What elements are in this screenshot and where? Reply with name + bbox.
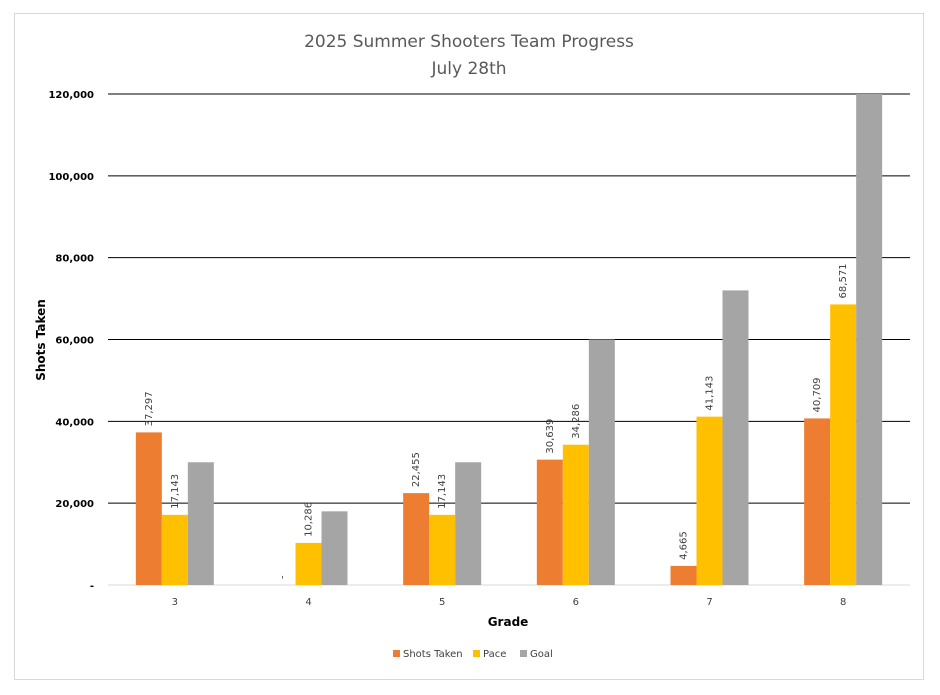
data-label: 10,286 bbox=[304, 502, 315, 537]
legend-entry: Shots Taken bbox=[403, 649, 463, 660]
x-tick-label: 7 bbox=[706, 597, 712, 608]
chart-title: 2025 Summer Shooters Team Progress bbox=[304, 32, 634, 52]
x-tick-label: 5 bbox=[439, 597, 445, 608]
legend-swatch bbox=[393, 650, 400, 657]
bar bbox=[429, 514, 456, 585]
x-tick-label: 3 bbox=[172, 597, 178, 608]
chart-subtitle: July 28th bbox=[430, 59, 506, 79]
bar bbox=[830, 304, 857, 585]
y-tick-label: 120,000 bbox=[48, 90, 94, 101]
y-axis-label: Shots Taken bbox=[34, 299, 48, 381]
bar bbox=[455, 462, 482, 585]
x-tick-label: 8 bbox=[840, 597, 846, 608]
bar bbox=[321, 511, 348, 585]
data-label: 30,639 bbox=[545, 419, 556, 454]
bar bbox=[588, 339, 615, 585]
y-tick-label: 40,000 bbox=[55, 417, 94, 428]
legend: Shots Taken Pace Goal bbox=[393, 649, 553, 660]
data-label: 40,709 bbox=[812, 377, 823, 412]
x-axis-ticks: 3 4 5 6 7 8 bbox=[172, 597, 847, 608]
y-tick-label: - bbox=[90, 581, 94, 592]
legend-entry: Goal bbox=[530, 649, 553, 660]
bar bbox=[295, 542, 322, 585]
legend-entry: Pace bbox=[483, 649, 506, 660]
bar bbox=[856, 94, 883, 585]
bar bbox=[187, 462, 214, 585]
legend-swatch bbox=[473, 650, 480, 657]
y-tick-label: 60,000 bbox=[55, 336, 94, 347]
data-label: 34,286 bbox=[571, 404, 582, 439]
x-axis-label: Grade bbox=[488, 615, 529, 629]
legend-swatch bbox=[520, 650, 527, 657]
y-tick-label: 20,000 bbox=[55, 499, 94, 510]
y-axis-ticks: - 20,000 40,000 60,000 80,000 100,000 120,000 bbox=[48, 90, 94, 592]
data-label: 68,571 bbox=[838, 263, 849, 298]
bar bbox=[135, 432, 162, 585]
data-label: - bbox=[278, 575, 289, 579]
data-label: 41,143 bbox=[705, 376, 716, 411]
y-tick-label: 80,000 bbox=[55, 254, 94, 265]
data-labels: 37,297 17,143 - 10,286 22,455 17,143 30,639 34,… bbox=[144, 263, 849, 579]
bar bbox=[403, 493, 430, 585]
gridlines bbox=[108, 93, 910, 586]
chart-frame bbox=[14, 13, 924, 680]
bar bbox=[696, 416, 723, 585]
bars bbox=[135, 94, 883, 585]
data-label: 22,455 bbox=[411, 452, 422, 487]
bar bbox=[804, 418, 831, 585]
bar bbox=[670, 565, 697, 585]
bar bbox=[536, 459, 563, 585]
bar bbox=[562, 444, 589, 585]
data-label: 17,143 bbox=[437, 474, 448, 509]
x-tick-label: 6 bbox=[573, 597, 579, 608]
data-label: 17,143 bbox=[170, 474, 181, 509]
y-tick-label: 100,000 bbox=[48, 172, 94, 183]
bar bbox=[161, 514, 188, 585]
bar bbox=[722, 290, 749, 585]
data-label: 4,665 bbox=[679, 531, 690, 560]
data-label: 37,297 bbox=[144, 391, 155, 426]
x-tick-label: 4 bbox=[305, 597, 311, 608]
